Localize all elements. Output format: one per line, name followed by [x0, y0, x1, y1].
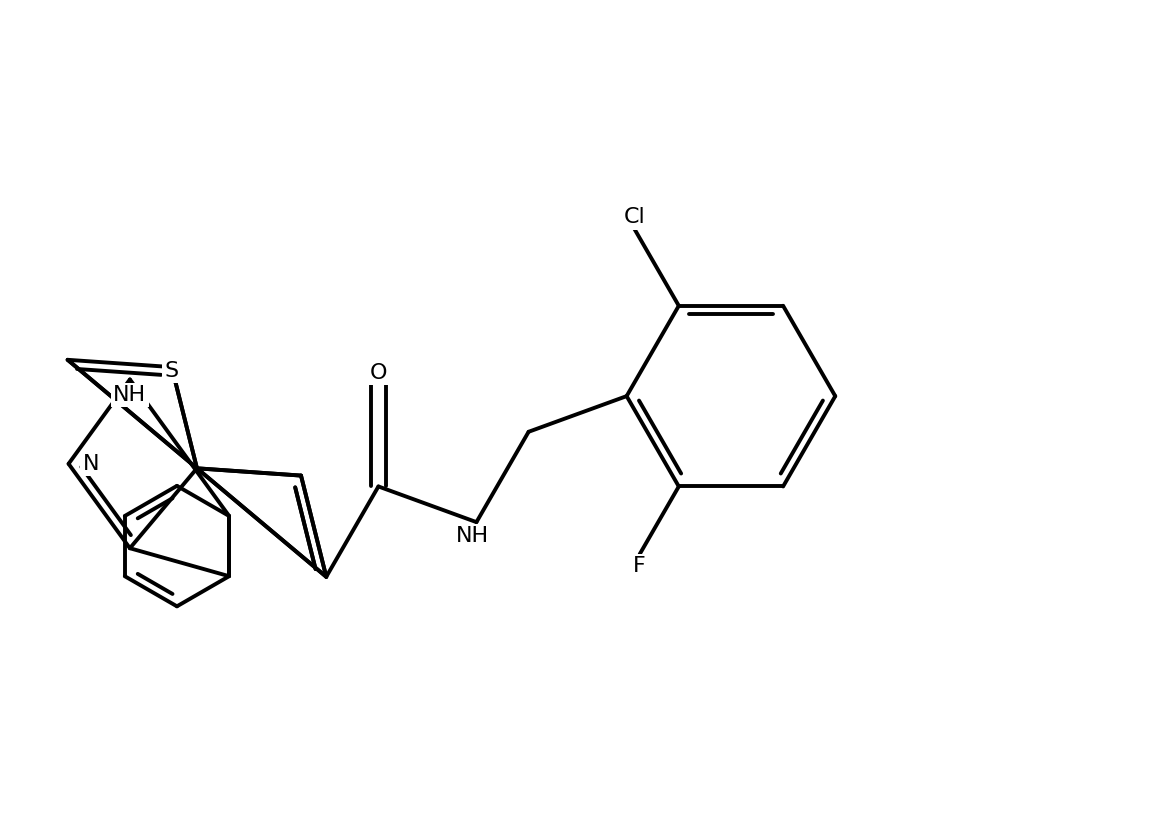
Text: Cl: Cl [624, 208, 645, 227]
Text: O: O [369, 363, 387, 383]
Text: S: S [164, 361, 178, 381]
Text: NH: NH [456, 526, 489, 546]
Text: F: F [633, 556, 646, 575]
Text: N: N [82, 454, 99, 474]
Text: NH: NH [114, 385, 147, 405]
